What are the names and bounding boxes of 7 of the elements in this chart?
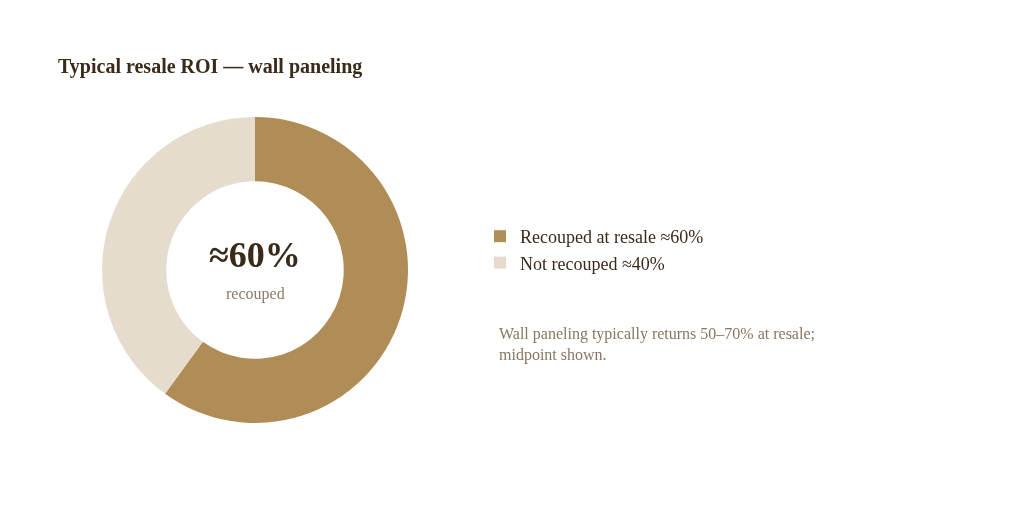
legend-label: Not recouped ≈40% xyxy=(520,253,665,274)
legend-label: Recouped at resale ≈60% xyxy=(520,227,704,248)
text: Wall paneling typically returns 50–70% at resale; midpoint shown. xyxy=(499,325,815,364)
text: ≈60% xyxy=(209,235,301,275)
chart-title: Typical resale ROI — wall paneling xyxy=(58,55,363,78)
donut-slice xyxy=(165,117,408,423)
text: recouped xyxy=(226,285,285,303)
